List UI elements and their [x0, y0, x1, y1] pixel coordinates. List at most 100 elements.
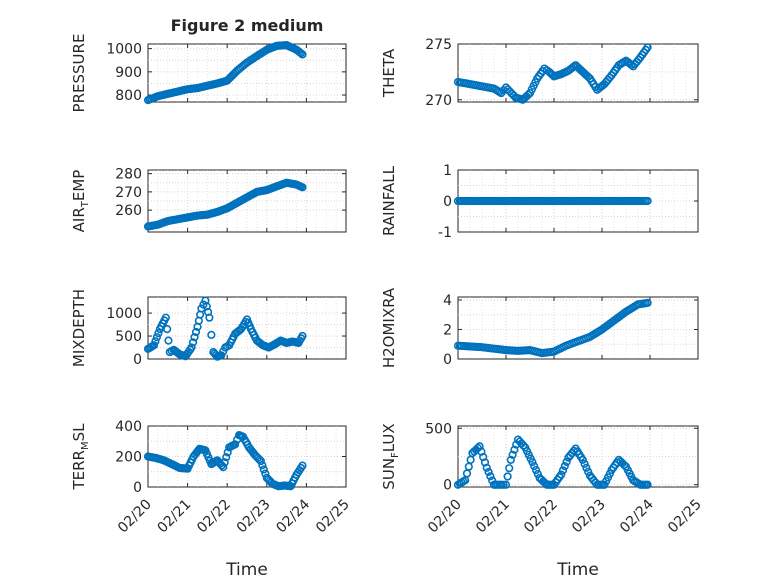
data-point — [205, 313, 214, 322]
data-point — [486, 472, 495, 481]
x-tick-label: 02/23 — [569, 497, 609, 537]
data-point — [643, 298, 652, 308]
axes-pressure: 800 900 1000 PRESSURE Figure 2 medium — [70, 16, 347, 113]
axes-theta: 270 275 THETA — [380, 37, 699, 109]
axes-sun-flux: 0 500 SUNFLUX 02/20 02/21 02/22 02/23 02/24 02/2… — [380, 421, 705, 580]
y-tick-label: 0 — [443, 194, 452, 210]
y-tick-label: 0 — [443, 478, 452, 494]
data-point — [163, 325, 172, 334]
x-tick-label: 02/23 — [234, 497, 274, 537]
data-point — [643, 480, 652, 489]
data-point — [222, 453, 231, 462]
axes-rainfall: -1 0 1 RAINFALL — [380, 163, 699, 241]
data-point — [161, 313, 170, 322]
y-tick-label: 1 — [443, 163, 452, 179]
x-tick-label: 02/20 — [115, 497, 155, 537]
data-point — [154, 329, 163, 338]
axes-air-temp: 260 270 280 AIRTEMP — [70, 167, 347, 233]
series-rainfall — [453, 196, 652, 206]
data-point — [296, 49, 306, 58]
data-point — [528, 458, 537, 467]
axes-h2omixra: 0 2 4 H2OMIXRA — [380, 287, 699, 368]
data-point — [217, 351, 226, 360]
series-mixdepth — [143, 296, 307, 361]
y-tick-label: 270 — [115, 185, 142, 201]
data-point — [256, 456, 265, 466]
y-tick-label: 280 — [115, 167, 142, 183]
data-point — [207, 330, 216, 339]
y-axis-label-rainfall: RAINFALL — [380, 165, 398, 236]
y-tick-label: 900 — [115, 65, 142, 81]
y-axis-label-terr-msl: TERRMSL — [70, 423, 91, 491]
data-point — [259, 465, 268, 474]
data-point — [231, 440, 240, 449]
data-point — [187, 343, 196, 352]
data-point — [643, 43, 652, 52]
x-tick-label: 02/22 — [194, 497, 234, 537]
y-tick-label: 0 — [133, 480, 142, 496]
x-tick-label: 02/25 — [313, 497, 353, 537]
series-sun-flux — [453, 435, 652, 489]
data-point — [298, 461, 307, 470]
data-point — [508, 450, 517, 459]
y-tick-label: 800 — [115, 88, 142, 104]
y-tick-label: 1000 — [106, 306, 142, 322]
data-point — [152, 333, 162, 342]
y-tick-label: 200 — [115, 450, 142, 466]
y-tick-label: 270 — [425, 93, 452, 109]
data-point — [643, 196, 652, 206]
data-point — [562, 457, 571, 466]
data-point — [503, 472, 512, 481]
data-point — [580, 459, 589, 468]
y-axis-label-air-temp: AIRTEMP — [70, 170, 91, 233]
data-point — [164, 336, 173, 345]
y-tick-label: -1 — [438, 225, 452, 241]
y-tick-label: 0 — [443, 352, 452, 368]
y-axis-label-sun-flux: SUNFLUX — [380, 423, 401, 489]
series-theta — [453, 43, 652, 104]
y-tick-label: 500 — [115, 329, 142, 345]
x-tick-label: 02/21 — [473, 497, 513, 537]
data-point — [298, 50, 307, 59]
series-air-temp — [143, 178, 307, 231]
data-point — [558, 466, 568, 475]
data-point — [505, 464, 514, 473]
axes-mixdepth: 0 500 1000 MIXDEPTH — [70, 289, 347, 368]
data-point — [190, 333, 199, 342]
series-h2omixra — [453, 298, 652, 358]
data-point — [506, 455, 515, 464]
x-tick-label: 02/21 — [155, 497, 195, 537]
y-tick-label: 260 — [115, 203, 142, 219]
data-point — [557, 470, 566, 479]
data-point — [219, 347, 228, 356]
axes-terr-msl: 0 200 400 TERRMSL 02/20 02/21 02/22 02/23 02/24 0… — [70, 419, 353, 580]
data-point — [578, 455, 587, 464]
y-axis-label-h2omixra: H2OMIXRA — [380, 287, 398, 368]
x-tick-label: 02/25 — [665, 497, 705, 537]
x-tick-label: 02/24 — [617, 496, 657, 536]
data-point — [531, 465, 541, 475]
y-axis-label-theta: THETA — [380, 48, 398, 98]
y-axis-label-pressure: PRESSURE — [70, 34, 88, 113]
data-point — [560, 462, 569, 471]
data-point — [533, 469, 542, 479]
x-tick-label: 02/24 — [273, 496, 313, 536]
data-point — [519, 441, 528, 450]
series-pressure — [143, 41, 307, 105]
data-point — [149, 341, 159, 350]
y-tick-label: 0 — [133, 352, 142, 368]
data-point — [298, 331, 307, 341]
y-tick-label: 2 — [443, 322, 452, 338]
figure-title: Figure 2 medium — [171, 16, 324, 35]
data-point — [484, 467, 493, 477]
x-tick-label: 02/20 — [425, 497, 465, 537]
data-point — [258, 461, 267, 470]
data-point — [220, 458, 229, 467]
y-tick-label: 4 — [443, 293, 452, 309]
data-point — [582, 463, 591, 472]
y-tick-label: 500 — [425, 421, 452, 437]
data-point — [188, 338, 198, 347]
x-axis-title: Time — [556, 560, 599, 580]
x-axis-title: Time — [225, 560, 268, 580]
data-point — [584, 467, 593, 476]
